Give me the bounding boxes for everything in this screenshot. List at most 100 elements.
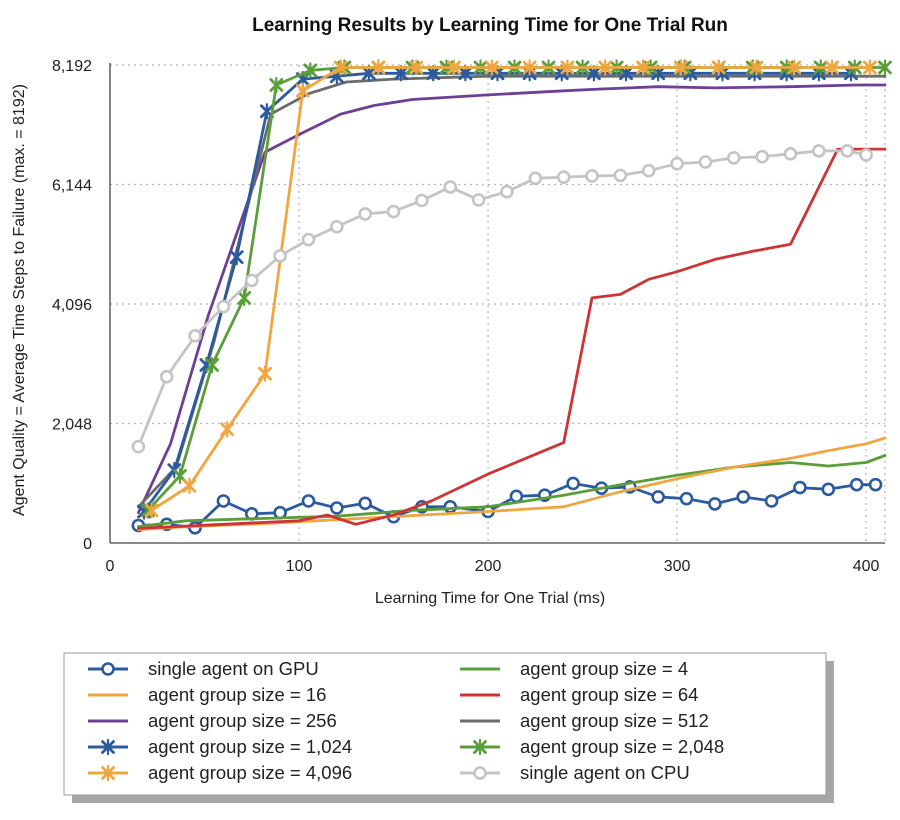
data-point [216, 494, 231, 508]
data-point [301, 494, 316, 508]
series-agent-group-size-4-096 [144, 59, 877, 519]
series-agent-group-size-256 [136, 83, 887, 515]
data-point [159, 369, 174, 384]
data-point [698, 155, 713, 169]
data-point [358, 207, 372, 221]
data-point [726, 151, 741, 165]
y-tick-label: 6,144 [52, 178, 92, 195]
data-point [764, 494, 779, 508]
data-point [144, 502, 159, 519]
y-tick-label: 4,096 [52, 297, 92, 314]
data-point [755, 149, 769, 164]
legend-label: single agent on CPU [520, 762, 690, 783]
data-point [522, 59, 537, 76]
data-point [182, 477, 197, 494]
data-point [500, 184, 514, 199]
series-agent-group-size-64 [136, 147, 887, 530]
legend-item: agent group size = 512 [460, 710, 709, 731]
y-tick-label: 0 [83, 536, 92, 553]
data-point [560, 59, 575, 76]
legend-box [63, 652, 827, 796]
legend-label: single agent on GPU [148, 658, 319, 679]
data-point [188, 329, 202, 343]
data-series [131, 59, 892, 535]
data-point [711, 59, 726, 76]
series-agent-group-size-4 [136, 454, 887, 529]
data-point [509, 489, 524, 504]
data-point [447, 59, 461, 76]
series-single-agent-on-cpu [131, 144, 873, 454]
data-point [636, 59, 650, 76]
data-point [273, 249, 287, 263]
legend-label: agent group size = 512 [520, 710, 709, 731]
data-point [566, 476, 580, 491]
x-tick-label: 200 [475, 558, 502, 575]
data-point [205, 356, 219, 374]
data-point [821, 482, 836, 497]
chart-title: Learning Results by Learning Time for On… [252, 15, 728, 36]
data-point [787, 59, 802, 76]
series-line [136, 454, 887, 529]
legend-label: agent group size = 4 [520, 658, 688, 679]
data-point [849, 477, 864, 492]
legend-item: agent group size = 1,024 [88, 736, 352, 757]
data-point [528, 171, 543, 186]
data-point [783, 147, 798, 161]
legend-label: agent group size = 1,024 [148, 736, 352, 757]
data-point [333, 59, 348, 76]
data-point [812, 144, 826, 158]
data-point [708, 497, 722, 511]
data-point [101, 662, 115, 676]
legend-item: single agent on CPU [460, 762, 690, 783]
legend-label: agent group size = 2,048 [520, 736, 724, 757]
legend-item: agent group size = 4,096 [88, 762, 352, 783]
series-agent-group-size-2-048 [140, 59, 892, 519]
data-point [473, 738, 487, 756]
legend-label: agent group size = 16 [148, 684, 326, 705]
series-line [136, 482, 877, 530]
data-point [443, 500, 458, 514]
legend-item: agent group size = 2,048 [460, 736, 724, 757]
legend-label: agent group size = 64 [520, 684, 698, 705]
series-line [150, 66, 872, 512]
legend-item: agent group size = 16 [88, 684, 326, 705]
data-point [840, 144, 854, 158]
legend: single agent on GPU agent group size = 4 a… [63, 652, 834, 803]
data-point [303, 62, 318, 79]
x-tick-label: 0 [106, 558, 115, 575]
data-point [862, 59, 877, 76]
data-point [229, 248, 244, 266]
data-point [258, 365, 272, 382]
data-point [598, 59, 613, 76]
data-point [641, 163, 656, 178]
data-point [749, 59, 764, 76]
data-point [651, 490, 665, 504]
x-tick-label: 100 [286, 558, 313, 575]
series-line [146, 66, 887, 512]
data-point [101, 738, 115, 756]
data-point [585, 169, 599, 183]
data-point [859, 148, 873, 162]
legend-item: single agent on GPU [88, 658, 319, 679]
data-point [556, 170, 571, 184]
data-point [330, 219, 344, 234]
data-point [386, 204, 401, 219]
legend-item: agent group size = 4 [460, 658, 688, 679]
data-point [220, 421, 235, 438]
series-line [136, 83, 887, 515]
data-point [295, 82, 310, 99]
legend-label: agent group size = 4,096 [148, 762, 352, 783]
data-point [371, 59, 386, 76]
data-point [484, 59, 499, 76]
legend-label: agent group size = 256 [148, 710, 337, 731]
x-tick-label: 400 [853, 558, 880, 575]
data-point [301, 232, 316, 247]
y-axis-label: Agent Quality = Average Time Steps to Fa… [11, 84, 28, 516]
data-point [244, 273, 259, 288]
x-axis-label: Learning Time for One Trial (ms) [375, 590, 605, 607]
data-point [443, 180, 458, 194]
data-point [415, 193, 429, 208]
axes: 0 2,048 4,096 6,144 8,192 0 100 200 300 400 [52, 58, 885, 575]
x-tick-label: 300 [664, 558, 691, 575]
